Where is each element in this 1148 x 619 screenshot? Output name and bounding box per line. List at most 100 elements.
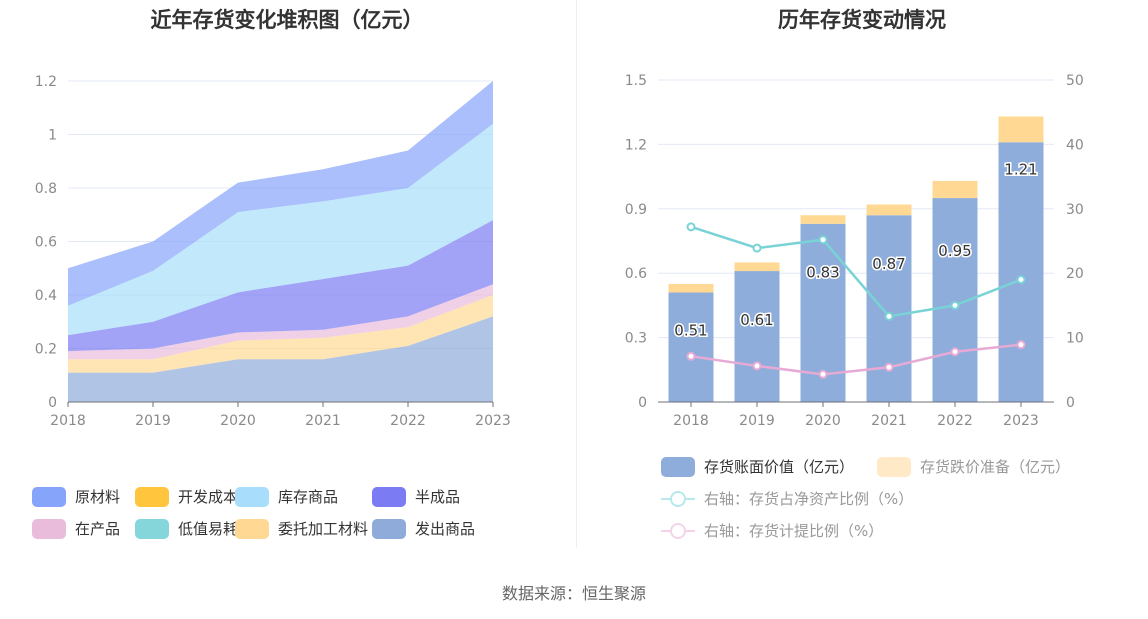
left-y-tick-label: 0 bbox=[48, 395, 57, 411]
line-asset-ratio bbox=[690, 225, 1022, 318]
left-y-tick-label: 0.4 bbox=[35, 288, 57, 304]
line-point bbox=[752, 243, 762, 253]
legend-label: 低值易耗品 bbox=[178, 520, 254, 538]
left-y-tick-label: 1.2 bbox=[35, 74, 57, 90]
right-x-tick-label: 2019 bbox=[739, 413, 775, 429]
bar-book-value bbox=[998, 142, 1044, 402]
left-x-tick-label: 2018 bbox=[50, 413, 86, 429]
legend-item[interactable]: 委托加工材料 bbox=[235, 518, 368, 539]
right-y-tick-label: 0 bbox=[638, 395, 647, 411]
left-y-tick-label: 0.8 bbox=[35, 181, 57, 197]
legend-label: 右轴：存货计提比例（%） bbox=[704, 522, 884, 540]
line-point bbox=[686, 222, 696, 232]
left-y-tick-label: 0.2 bbox=[35, 342, 57, 358]
bar-impairment-reserve bbox=[800, 215, 846, 224]
legend-item[interactable]: 库存商品 bbox=[235, 486, 338, 507]
area-series bbox=[68, 123, 493, 336]
right-y2-tick-label: 30 bbox=[1066, 202, 1084, 218]
legend-label: 开发成本 bbox=[178, 488, 239, 506]
legend-swatch bbox=[877, 456, 911, 477]
right-x-tick-label: 2020 bbox=[805, 413, 841, 429]
legend-swatch bbox=[372, 518, 406, 539]
bar-impairment-reserve bbox=[668, 283, 714, 293]
legend-swatch bbox=[661, 456, 695, 477]
legend-item[interactable]: 半成品 bbox=[372, 486, 460, 507]
legend-item[interactable]: 发出商品 bbox=[372, 518, 475, 539]
bar-value-label: 0.51 bbox=[674, 322, 707, 340]
right-y-tick-label: 0.9 bbox=[625, 202, 647, 218]
area-series bbox=[68, 284, 493, 360]
legend-swatch bbox=[235, 518, 269, 539]
area-series bbox=[68, 295, 493, 373]
legend-label: 发出商品 bbox=[415, 520, 476, 538]
line-point bbox=[818, 369, 828, 379]
right-x-tick-label: 2022 bbox=[937, 413, 973, 429]
left-x-tick-label: 2019 bbox=[135, 413, 171, 429]
legend-item[interactable]: 在产品 bbox=[32, 518, 120, 539]
legend-label: 存货跌价准备（亿元） bbox=[920, 458, 1071, 476]
left-x-tick-label: 2020 bbox=[220, 413, 256, 429]
line-point bbox=[686, 351, 696, 361]
bar-value-label: 1.21 bbox=[1004, 161, 1037, 179]
legend-label: 原材料 bbox=[75, 488, 121, 506]
legend-label: 库存商品 bbox=[278, 488, 339, 506]
legend-label: 在产品 bbox=[75, 520, 121, 538]
legend-swatch bbox=[372, 486, 406, 507]
right-y2-tick-label: 10 bbox=[1066, 331, 1084, 347]
right-y-tick-label: 0.6 bbox=[625, 266, 647, 282]
line-point bbox=[1016, 275, 1026, 285]
line-point bbox=[1016, 340, 1026, 350]
legend-item[interactable]: 右轴：存货占净资产比例（%） bbox=[661, 488, 913, 509]
line-point bbox=[950, 300, 960, 310]
legend-label: 委托加工材料 bbox=[278, 520, 369, 538]
legend-item[interactable]: 低值易耗品 bbox=[135, 518, 253, 539]
legend-item[interactable]: 右轴：存货计提比例（%） bbox=[661, 520, 883, 541]
bar-value-label: 0.83 bbox=[806, 264, 839, 282]
legend-swatch bbox=[135, 486, 169, 507]
left-chart-title: 近年存货变化堆积图（亿元） bbox=[150, 8, 424, 32]
legend-swatch bbox=[235, 486, 269, 507]
bar-book-value bbox=[866, 215, 912, 402]
right-y-tick-label: 0.3 bbox=[625, 331, 647, 347]
legend-item[interactable]: 开发成本 bbox=[135, 486, 238, 507]
bar-impairment-reserve bbox=[932, 180, 978, 199]
legend-item[interactable]: 原材料 bbox=[32, 486, 120, 507]
bar-book-value bbox=[734, 271, 780, 402]
left-x-tick-label: 2021 bbox=[305, 413, 341, 429]
bar-book-value bbox=[668, 292, 714, 402]
left-y-tick-label: 1 bbox=[48, 128, 57, 144]
legend-item[interactable]: 存货账面价值（亿元） bbox=[661, 456, 854, 477]
right-y2-tick-label: 50 bbox=[1066, 73, 1084, 89]
line-point bbox=[818, 235, 828, 245]
right-x-tick-label: 2021 bbox=[871, 413, 907, 429]
right-y2-tick-label: 20 bbox=[1066, 266, 1084, 282]
right-y2-tick-label: 40 bbox=[1066, 137, 1084, 153]
right-y-tick-label: 1.5 bbox=[625, 73, 647, 89]
legend-label: 存货账面价值（亿元） bbox=[704, 458, 855, 476]
legend-swatch bbox=[135, 518, 169, 539]
right-x-tick-label: 2018 bbox=[673, 413, 709, 429]
legend-swatch bbox=[32, 518, 66, 539]
legend-item[interactable]: 存货跌价准备（亿元） bbox=[877, 456, 1070, 477]
left-x-tick-label: 2023 bbox=[475, 413, 511, 429]
line-point bbox=[884, 311, 894, 321]
legend-label: 右轴：存货占净资产比例（%） bbox=[704, 490, 914, 508]
bar-impairment-reserve bbox=[866, 204, 912, 216]
chart-divider bbox=[576, 0, 577, 548]
right-chart-title: 历年存货变动情况 bbox=[778, 8, 946, 32]
line-point bbox=[884, 362, 894, 372]
right-y2-tick-label: 0 bbox=[1066, 395, 1075, 411]
right-y-tick-label: 1.2 bbox=[625, 137, 647, 153]
line-point bbox=[950, 347, 960, 357]
right-x-tick-label: 2023 bbox=[1003, 413, 1039, 429]
bar-value-label: 0.61 bbox=[740, 311, 773, 329]
bar-impairment-reserve bbox=[734, 262, 780, 272]
left-y-tick-label: 0.6 bbox=[35, 235, 57, 251]
legend-label: 半成品 bbox=[415, 488, 461, 506]
left-x-tick-label: 2022 bbox=[390, 413, 426, 429]
line-point bbox=[752, 361, 762, 371]
legend-line-marker-icon bbox=[661, 489, 695, 509]
data-source: 数据来源：恒生聚源 bbox=[501, 584, 646, 603]
area-series bbox=[68, 81, 493, 306]
